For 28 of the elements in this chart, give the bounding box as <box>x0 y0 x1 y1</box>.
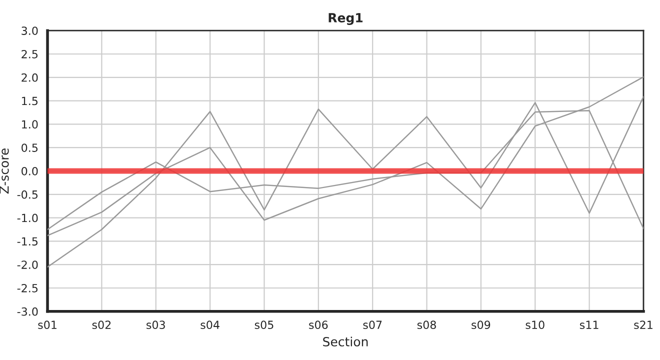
y-tick-label: 3.0 <box>22 26 38 35</box>
chart-title: Reg1 <box>328 13 363 25</box>
x-tick-label: s07 <box>363 320 382 330</box>
y-tick-label: 2.5 <box>22 50 38 58</box>
x-tick-label: s08 <box>417 320 436 330</box>
y-tick-label: -1.0 <box>17 214 38 222</box>
y-tick-label: 1.5 <box>22 96 38 106</box>
y-tick-label: -2.5 <box>17 284 38 292</box>
y-tick-label: -0.5 <box>17 190 38 199</box>
y-tick-label: 0.0 <box>22 166 38 176</box>
x-tick-label: s09 <box>472 320 490 330</box>
x-tick-label: s03 <box>146 320 165 330</box>
y-tick-label: 0.5 <box>22 144 38 152</box>
x-tick-label: s11 <box>580 320 598 330</box>
x-tick-label: s06 <box>309 320 328 330</box>
y-tick-label: -2.0 <box>17 260 38 269</box>
y-axis-title: Z-score <box>0 148 9 194</box>
x-axis-title: Section <box>323 336 368 346</box>
x-tick-label: s01 <box>38 320 56 330</box>
x-tick-label: s02 <box>92 320 111 330</box>
y-tick-label: 2.0 <box>22 73 38 82</box>
y-tick-label: 1.0 <box>22 120 38 129</box>
x-tick-label: s05 <box>254 320 274 330</box>
x-tick-label: s21 <box>634 320 652 330</box>
y-tick-label: -3.0 <box>17 307 38 316</box>
x-tick-label: s10 <box>526 320 544 330</box>
y-tick-label: -1.5 <box>17 237 38 246</box>
x-tick-label: s04 <box>200 320 220 330</box>
